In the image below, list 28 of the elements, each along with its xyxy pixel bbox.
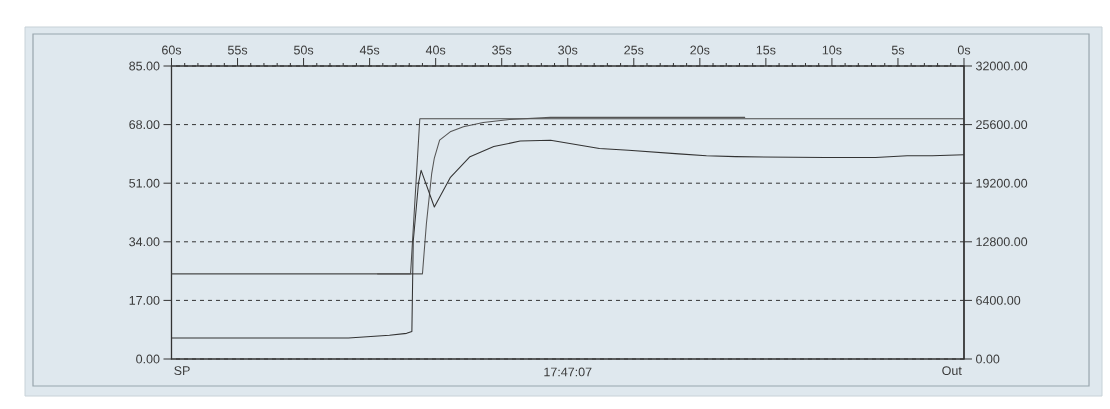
x-tick-label: 5s [891, 45, 905, 55]
y2-tick-label: 19200.00 [976, 178, 1028, 188]
x-tick-label: 60s [162, 45, 182, 55]
y2-tick-label: 0.00 [976, 354, 1000, 364]
y-tick-label: 68.00 [129, 120, 160, 130]
y-tick-label: 0.00 [136, 354, 160, 364]
y2-tick-label: 12800.00 [976, 237, 1028, 247]
y2-tick-label: 32000.00 [975, 61, 1028, 71]
x-tick-label: 40s [425, 45, 446, 55]
y2-tick-label: 6400.00 [976, 295, 1021, 305]
text: SP [174, 366, 190, 376]
x-tick-label: 30s [558, 45, 578, 55]
y-tick-label: 34.00 [129, 237, 160, 247]
x-tick-label: 35s [492, 45, 512, 55]
x-axis-title: 17:47:07 [544, 367, 592, 377]
y-tick-label: 17.00 [129, 295, 160, 305]
x-tick-label: 45s [359, 45, 380, 55]
x-tick-label: 20s [690, 45, 710, 55]
x-tick-label: 15s [756, 45, 776, 55]
x-tick-label: 50s [294, 45, 314, 55]
text: Out [942, 366, 962, 376]
y-tick-label: 85.00 [129, 61, 160, 71]
y2-tick-label: 25600.00 [976, 120, 1028, 130]
x-tick-label: 10s [822, 45, 842, 55]
x-tick-label: 25s [624, 45, 644, 55]
x-tick-label: 0s [957, 45, 971, 55]
x-tick-label: 55s [227, 45, 248, 55]
y-tick-label: 51.00 [129, 178, 160, 188]
